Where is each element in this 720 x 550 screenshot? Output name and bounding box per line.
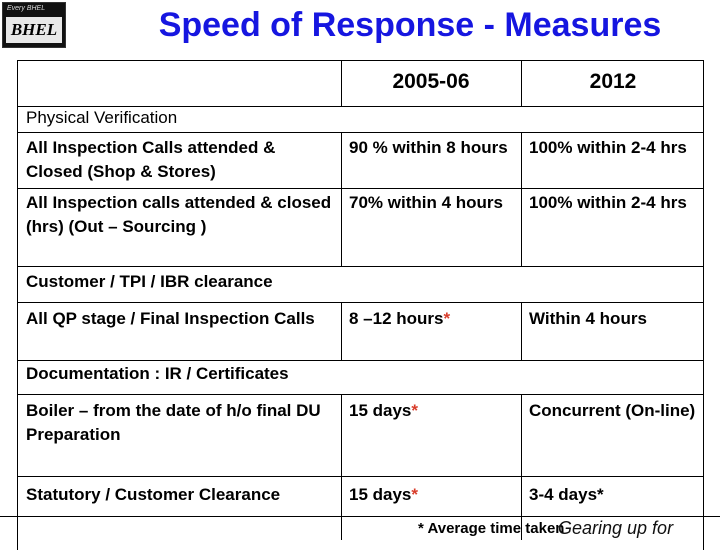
row-value-2012-outsourcing-calls: 100% within 2-4 hrs xyxy=(529,193,687,212)
company-logo: Every BHEL BHEL xyxy=(2,2,66,48)
slide-title: Speed of Response - Measures xyxy=(158,6,662,44)
row-value-2005-boiler: 15 days* xyxy=(349,399,517,423)
rule-row-3 xyxy=(17,360,704,361)
row-value-2012-inspection-calls: 100% within 2-4 hrs xyxy=(529,138,687,157)
rule-section-3 xyxy=(17,394,704,395)
logo-mark: BHEL xyxy=(6,17,62,43)
vrule-s3-b xyxy=(521,394,522,540)
row-label-boiler: Boiler – from the date of h/o final DU P… xyxy=(26,401,321,444)
row-value-2012-statutory: 3-4 days* xyxy=(529,485,604,504)
rule-header-bottom xyxy=(17,106,704,107)
value-text: 70% within 4 hours xyxy=(349,193,503,212)
row-value-2005-outsourcing-calls: 70% within 4 hours xyxy=(349,191,517,215)
vrule-s3-a xyxy=(341,394,342,540)
footnote: * Average time taken Gearing up for xyxy=(418,518,720,540)
row-label-statutory: Statutory / Customer Clearance xyxy=(26,485,281,504)
vrule-header-2 xyxy=(521,60,522,106)
average-marker: * xyxy=(411,485,419,504)
footnote-overlap-text: Gearing up for xyxy=(558,518,674,538)
vrule-s2-b xyxy=(521,302,522,360)
row-label-outsourcing-calls: All Inspection calls attended & closed (… xyxy=(26,193,332,236)
footnote-average-time: * Average time taken xyxy=(418,520,565,537)
row-value-2012-boiler: Concurrent (On-line) xyxy=(529,401,696,420)
section-heading-documentation: Documentation : IR / Certificates xyxy=(26,364,289,383)
rule-row-1 xyxy=(17,188,704,189)
rule-row-2 xyxy=(17,266,704,267)
logo-tagline: Every BHEL xyxy=(7,5,46,12)
value-text: 15 days xyxy=(349,485,412,504)
section-heading-physical-verification: Physical Verification xyxy=(26,108,178,127)
column-header-2012: 2012 xyxy=(589,70,637,93)
row-label-qp-stage: All QP stage / Final Inspection Calls xyxy=(26,309,315,328)
vrule-s1-a xyxy=(341,132,342,266)
rule-section-1 xyxy=(17,132,704,133)
section-heading-customer-clearance: Customer / TPI / IBR clearance xyxy=(26,272,273,291)
value-text: 8 –12 hours xyxy=(349,309,444,328)
vrule-s1-b xyxy=(521,132,522,266)
rule-section-2 xyxy=(17,302,704,303)
vrule-s2-a xyxy=(341,302,342,360)
vrule-header-1 xyxy=(341,60,342,106)
table-frame xyxy=(17,60,704,550)
value-text: 90 % within 8 hours xyxy=(349,138,508,157)
row-value-2005-inspection-calls: 90 % within 8 hours xyxy=(349,136,517,160)
row-value-2012-qp-stage: Within 4 hours xyxy=(529,309,647,328)
row-label-inspection-calls: All Inspection Calls attended & Closed (… xyxy=(26,138,276,181)
row-value-2005-qp-stage: 8 –12 hours* xyxy=(349,307,517,331)
average-marker: * xyxy=(443,309,451,328)
rule-row-5 xyxy=(0,516,720,517)
rule-row-4 xyxy=(17,476,704,477)
row-value-2005-statutory: 15 days* xyxy=(349,483,517,507)
column-header-2005-06: 2005-06 xyxy=(392,70,470,93)
average-marker: * xyxy=(411,401,419,420)
value-text: 15 days xyxy=(349,401,412,420)
